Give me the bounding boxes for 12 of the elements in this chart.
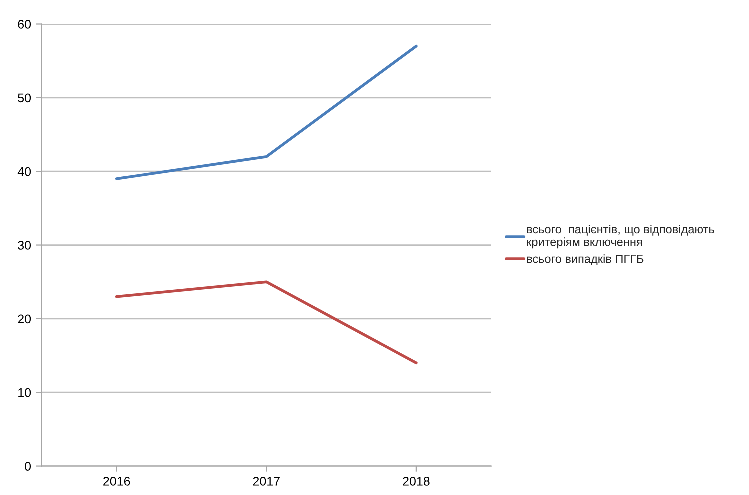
y-tick-label: 20 — [18, 314, 32, 324]
x-tick-label: 2017 — [253, 477, 280, 486]
y-tick-label: 30 — [18, 241, 32, 250]
x-tick-label: 2018 — [403, 477, 430, 486]
x-tick-label: 2016 — [104, 477, 130, 486]
y-tick-label: 60 — [18, 20, 32, 29]
legend-label: всього випадків ПГГБ — [527, 254, 644, 266]
legend-label: всього пацієнтів, що відповідають критеріям включення — [527, 224, 714, 249]
y-tick-label: 40 — [18, 167, 32, 176]
y-tick-label: 50 — [18, 94, 32, 103]
y-tick-label: 0 — [25, 462, 32, 471]
y-tick-label: 10 — [18, 388, 32, 398]
